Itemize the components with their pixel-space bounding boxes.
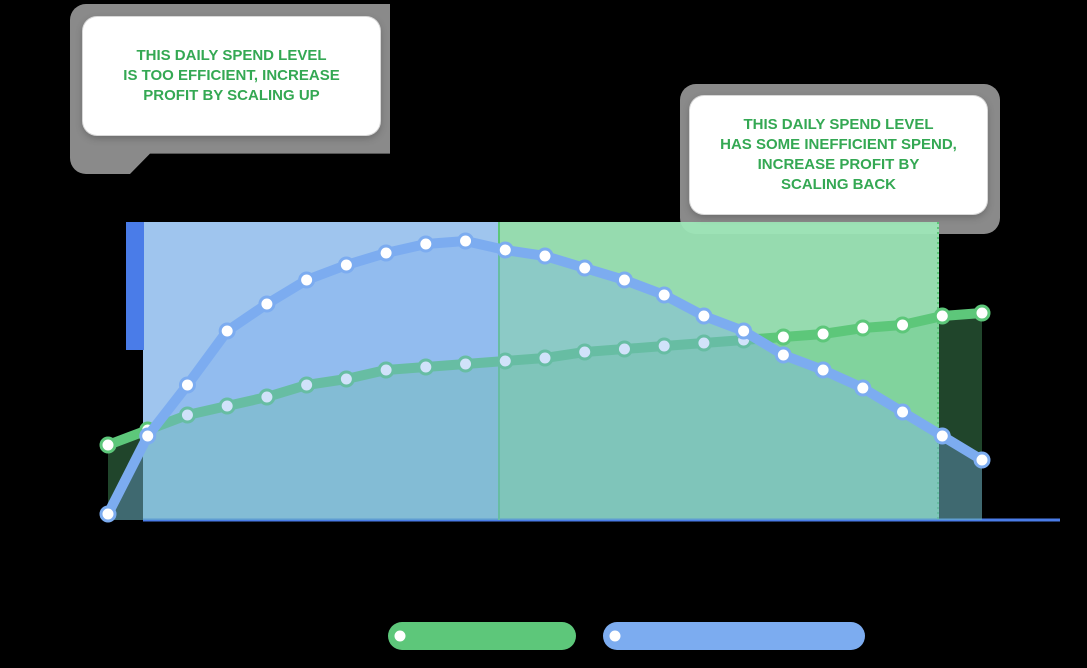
legend-swatch-0 — [388, 622, 576, 650]
series-1-point — [933, 427, 951, 445]
series-0-point — [298, 376, 316, 394]
series-1-area — [108, 241, 982, 520]
series-0-point — [496, 352, 514, 370]
series-1-point — [99, 505, 117, 523]
series-1-point — [894, 403, 912, 421]
series-1-point — [536, 247, 554, 265]
series-1-point — [973, 451, 991, 469]
left-axis-accent — [126, 222, 144, 350]
series-1-point — [496, 241, 514, 259]
legend-marker-0 — [391, 627, 409, 645]
series-1-point — [457, 232, 475, 250]
region-optimal — [499, 222, 939, 520]
series-0-point — [178, 406, 196, 424]
callout-scale-back: THIS DAILY SPEND LEVEL HAS SOME INEFFICI… — [690, 96, 987, 214]
series-1-point — [615, 271, 633, 289]
series-1-point — [258, 295, 276, 313]
series-1-point — [417, 235, 435, 253]
series-0-point — [695, 334, 713, 352]
series-1-point — [774, 346, 792, 364]
series-0-point — [814, 325, 832, 343]
series-1-point — [854, 379, 872, 397]
series-1-point — [139, 427, 157, 445]
series-0-point — [258, 388, 276, 406]
series-0-point — [377, 361, 395, 379]
series-1-point — [178, 376, 196, 394]
series-0-point — [576, 343, 594, 361]
series-1-point — [298, 271, 316, 289]
series-0-point — [774, 328, 792, 346]
series-1-point — [814, 361, 832, 379]
series-0-point — [536, 349, 554, 367]
series-0-area — [108, 313, 982, 520]
legend-marker-1 — [606, 627, 624, 645]
legend-swatch-1 — [603, 622, 865, 650]
series-0-point — [218, 397, 236, 415]
series-0-point — [894, 316, 912, 334]
series-0-point — [973, 304, 991, 322]
callout-scale-up: THIS DAILY SPEND LEVEL IS TOO EFFICIENT,… — [83, 17, 380, 135]
series-1-point — [377, 244, 395, 262]
series-1-point — [576, 259, 594, 277]
series-1-point — [655, 286, 673, 304]
series-0-point — [933, 307, 951, 325]
series-0-point — [457, 355, 475, 373]
series-0-point — [337, 370, 355, 388]
series-1-point — [218, 322, 236, 340]
series-1-point — [735, 322, 753, 340]
series-0-point — [615, 340, 633, 358]
series-0-point — [99, 436, 117, 454]
series-0-point — [655, 337, 673, 355]
series-1-point — [695, 307, 713, 325]
series-0-point — [854, 319, 872, 337]
series-1-point — [337, 256, 355, 274]
series-0-point — [417, 358, 435, 376]
